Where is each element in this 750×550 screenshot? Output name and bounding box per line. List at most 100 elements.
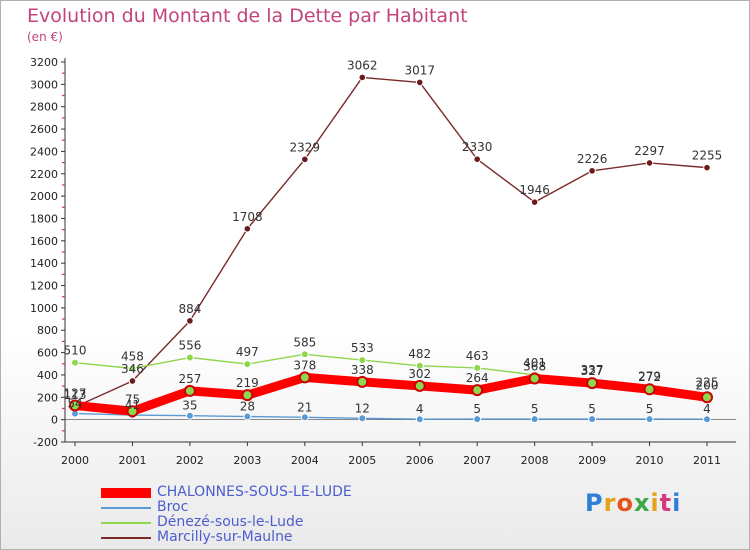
data-point [358, 73, 367, 82]
data-point [69, 399, 81, 412]
legend-swatch [101, 507, 151, 509]
data-label: 327 [581, 364, 604, 378]
y-tick-label: 2800 [30, 101, 58, 114]
data-point [298, 371, 311, 384]
x-tick-label: 2004 [291, 454, 319, 467]
data-point [243, 224, 252, 233]
data-label: 41 [125, 398, 140, 412]
data-point [530, 415, 539, 424]
data-label: 378 [293, 358, 316, 372]
data-point [128, 364, 137, 373]
data-label: 4 [416, 402, 424, 416]
brand-letter: i [650, 489, 660, 517]
x-tick-label: 2001 [118, 454, 146, 467]
brand-letter: r [603, 489, 617, 517]
data-label: 28 [240, 400, 255, 414]
x-tick-label: 2011 [693, 454, 721, 467]
data-label: 3017 [404, 63, 435, 77]
brand-letter: t [659, 489, 673, 517]
data-label: 302 [408, 367, 431, 381]
data-point [356, 375, 369, 388]
data-label: 272 [638, 370, 661, 384]
series-line [74, 412, 708, 420]
data-point [358, 414, 367, 423]
data-point [415, 415, 424, 424]
y-tick-label: 800 [37, 324, 58, 337]
chart-title: Evolution du Montant de la Dette par Hab… [27, 5, 468, 27]
data-label: 884 [178, 302, 201, 316]
y-tick-label: 600 [37, 347, 58, 360]
y-tick-label: 2600 [30, 123, 58, 136]
y-tick-label: 1400 [30, 257, 58, 270]
data-point [645, 415, 654, 424]
data-point [703, 163, 711, 172]
data-label: 401 [523, 356, 546, 370]
data-label: 458 [121, 349, 144, 363]
data-label: 556 [178, 339, 201, 353]
data-point [530, 198, 539, 206]
legend-label: CHALONNES-SOUS-LE-LUDE [157, 484, 352, 500]
legend-swatch [101, 537, 151, 539]
data-point [703, 415, 711, 424]
x-tick-label: 2002 [176, 454, 204, 467]
data-point [473, 415, 482, 424]
data-point [71, 358, 79, 367]
data-point [415, 78, 424, 87]
y-tick-label: 2400 [30, 145, 58, 158]
data-point [645, 159, 654, 167]
data-label: 1708 [232, 210, 263, 224]
data-label: 2255 [692, 149, 723, 163]
data-label: 510 [64, 344, 87, 358]
data-point [701, 391, 713, 404]
chart-subtitle: (en €) [27, 30, 63, 44]
x-tick-label: 2000 [61, 454, 89, 467]
data-label: 1946 [519, 183, 550, 197]
data-label: 257 [178, 372, 201, 386]
data-label: 368 [523, 360, 546, 374]
data-label: 2297 [634, 144, 665, 158]
data-label: 12 [355, 401, 370, 415]
data-point [243, 412, 252, 421]
data-label: 21 [297, 400, 312, 414]
data-point [643, 383, 656, 396]
data-label: 482 [408, 347, 431, 361]
data-label: 2329 [290, 140, 321, 154]
data-label: 5 [473, 402, 481, 416]
data-label: 346 [121, 362, 144, 376]
data-label: 5 [588, 402, 596, 416]
data-point [185, 411, 194, 420]
data-point [126, 405, 139, 418]
y-tick-label: 1200 [30, 280, 58, 293]
data-point [243, 360, 252, 369]
data-point [358, 356, 367, 365]
legend-swatch [101, 522, 151, 524]
data-point [528, 372, 541, 385]
x-tick-label: 2008 [521, 454, 549, 467]
y-tick-label: 2200 [30, 168, 58, 181]
data-point [128, 377, 137, 385]
data-label: 585 [293, 335, 316, 349]
data-label: 264 [466, 371, 489, 385]
data-label: 3062 [347, 58, 378, 72]
y-tick-label: 3200 [30, 56, 58, 69]
data-label: 463 [466, 349, 489, 363]
y-tick-label: 0 [51, 414, 58, 427]
data-label: 200 [696, 378, 719, 392]
data-label: 113 [64, 388, 87, 402]
x-tick-label: 2007 [463, 454, 491, 467]
y-tick-label: -200 [33, 436, 58, 449]
brand-letter: i [672, 489, 682, 517]
brand-letter: P [585, 489, 604, 517]
data-label: 4 [703, 402, 711, 416]
data-point [300, 413, 309, 422]
data-point [586, 377, 599, 390]
series-line [74, 76, 708, 408]
brand-letter: x [633, 489, 651, 517]
x-tick-label: 2006 [406, 454, 434, 467]
data-label: 337 [581, 363, 604, 377]
data-point [241, 389, 254, 402]
legend-swatch [101, 488, 151, 498]
data-label: 75 [125, 392, 140, 406]
data-point [473, 363, 482, 372]
